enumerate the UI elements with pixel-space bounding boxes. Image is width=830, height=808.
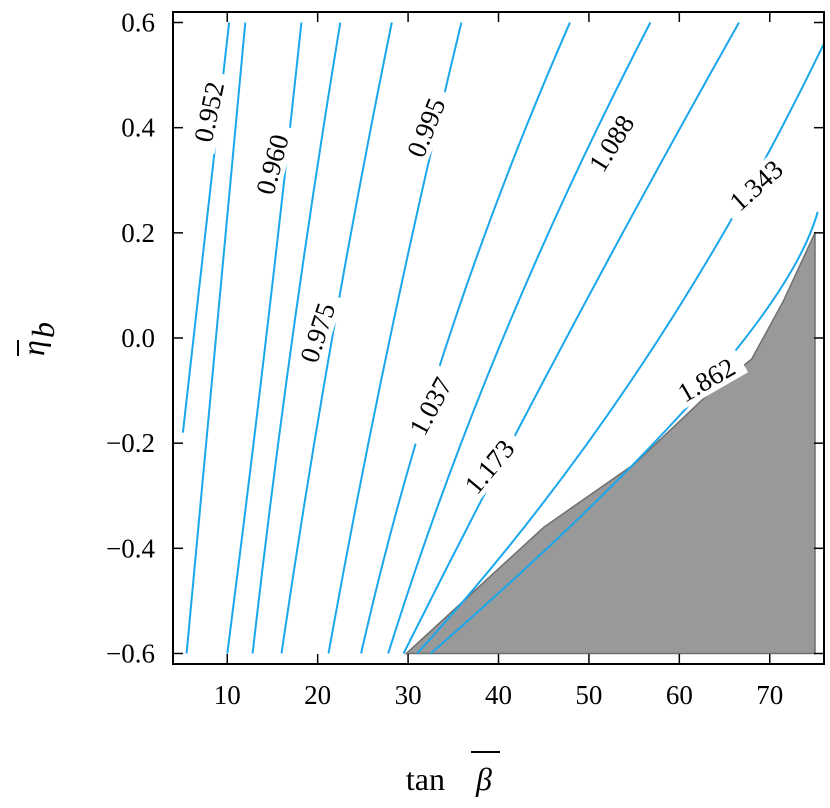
- x-axis-title: tan β: [406, 751, 500, 797]
- x-tick-label: 50: [575, 680, 602, 710]
- contour-line-9: [402, 22, 740, 654]
- contour-label-0.952: 0.952: [188, 79, 230, 145]
- x-tick-label: 30: [395, 680, 422, 710]
- svg-text:b: b: [25, 322, 61, 338]
- y-axis-title: η b: [15, 322, 61, 356]
- contour-label-bg: [291, 290, 344, 376]
- excluded-region: [404, 232, 816, 655]
- contour-label-0.995: 0.995: [401, 94, 452, 162]
- contour-label-bg: [398, 85, 455, 171]
- y-tick-label: 0.4: [121, 113, 155, 143]
- y-tick-label: 0.0: [121, 323, 155, 353]
- contour-line-8: [387, 22, 652, 654]
- svg-text:tan: tan: [406, 761, 445, 797]
- contour-line-10: [416, 43, 824, 655]
- axis-ticks-layer: 10 20 30 40 50 60 70 −0.6 −0.4 −0.2 0.0 0.2 0.4 0.6: [106, 8, 824, 710]
- contour-line-4: [251, 22, 342, 654]
- contour-line-2: [185, 22, 247, 654]
- y-tick-label: −0.4: [106, 533, 155, 563]
- contour-label-bg: [664, 347, 749, 413]
- x-tick-label: 70: [756, 680, 783, 710]
- contour-line-5: [280, 22, 393, 654]
- contour-label-bg: [248, 122, 297, 207]
- x-tick-label: 40: [485, 680, 512, 710]
- svg-text:η: η: [15, 340, 51, 356]
- contour-line-3: [226, 22, 303, 654]
- contour-label-bg: [578, 102, 645, 185]
- excluded-region-layer: [404, 232, 816, 655]
- x-tick-label: 10: [214, 680, 241, 710]
- contour-line-7: [360, 22, 571, 654]
- contour-label-bg: [187, 69, 232, 154]
- contour-label-bg: [453, 427, 526, 507]
- contour-lines-layer: [181, 22, 824, 655]
- y-tick-label: −0.6: [106, 638, 155, 668]
- contour-label-bg: [399, 364, 462, 449]
- x-tick-label: 20: [304, 680, 331, 710]
- contour-label-0.960: 0.960: [250, 131, 295, 197]
- svg-text:β: β: [475, 761, 492, 797]
- y-tick-label: 0.2: [121, 218, 155, 248]
- y-tick-label: 0.6: [121, 8, 155, 38]
- y-tick-label: −0.2: [106, 428, 155, 458]
- contour-label-0.975: 0.975: [294, 299, 341, 366]
- x-tick-label: 60: [666, 680, 693, 710]
- contour-label-1.037: 1.037: [403, 372, 458, 440]
- contour-label-bg: [717, 148, 796, 223]
